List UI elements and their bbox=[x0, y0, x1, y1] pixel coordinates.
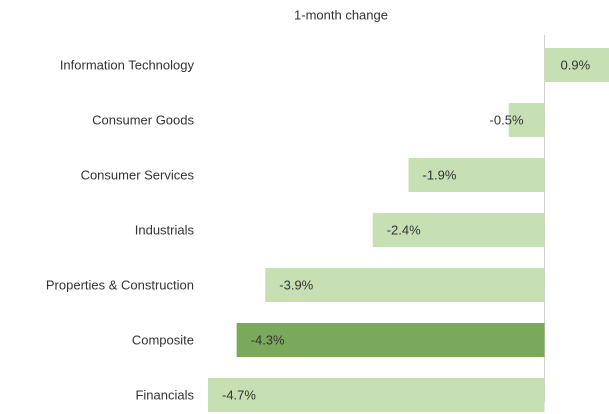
value-label: 0.9% bbox=[561, 57, 591, 72]
bar bbox=[236, 323, 545, 357]
bar bbox=[544, 48, 609, 82]
category-label: Consumer Goods bbox=[92, 112, 194, 127]
bar bbox=[265, 268, 545, 302]
bar bbox=[208, 378, 545, 412]
category-label: Information Technology bbox=[60, 57, 195, 72]
bar bbox=[372, 213, 545, 247]
category-label: Properties & Construction bbox=[46, 277, 194, 292]
category-label: Consumer Services bbox=[81, 167, 195, 182]
category-label: Composite bbox=[132, 332, 194, 347]
value-label: -2.4% bbox=[387, 222, 421, 237]
value-label: -3.9% bbox=[279, 277, 313, 292]
chart-title: 1-month change bbox=[294, 7, 388, 22]
bar bbox=[508, 103, 545, 137]
value-label: -4.7% bbox=[222, 387, 256, 402]
category-label: Industrials bbox=[135, 222, 195, 237]
value-label: -4.3% bbox=[251, 332, 285, 347]
value-label: -1.9% bbox=[423, 167, 457, 182]
category-label: Financials bbox=[135, 387, 194, 402]
value-label: -0.5% bbox=[490, 112, 524, 127]
bar bbox=[408, 158, 545, 192]
